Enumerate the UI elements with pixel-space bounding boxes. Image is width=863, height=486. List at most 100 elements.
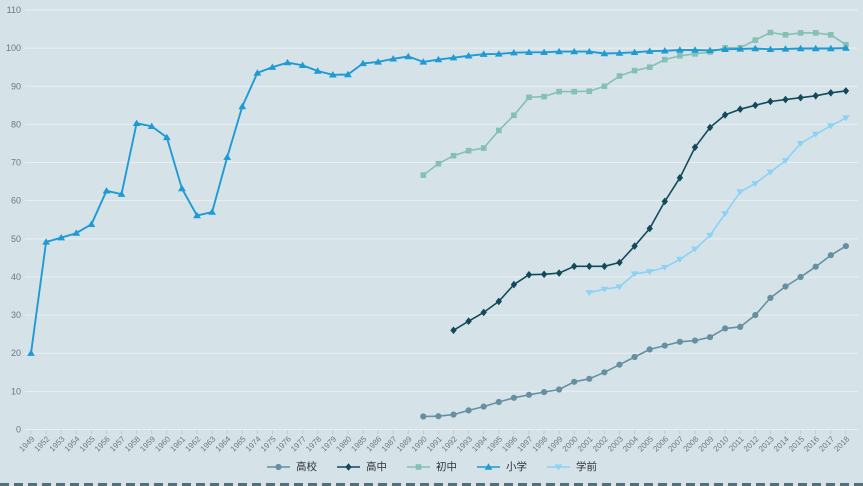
series-junior-secondary [420,29,849,178]
x-tick-label: 1954 [63,434,82,453]
data-point [555,269,563,277]
data-point [646,346,653,353]
y-tick-label: 60 [11,196,21,206]
data-point [465,317,472,325]
data-point [737,105,744,113]
data-point [450,411,457,418]
x-tick-label: 2011 [727,434,746,453]
data-point [631,353,638,361]
legend-item-junior-secondary[interactable]: 初中 [406,461,457,473]
data-point [826,44,835,52]
x-tick-label: 2002 [591,434,610,453]
legend-item-senior-secondary[interactable]: 高中 [336,461,387,473]
data-point [797,273,804,281]
data-point [510,49,518,56]
senior-secondary-markers [450,87,850,335]
y-tick-label: 20 [11,348,21,358]
data-point [496,127,502,134]
y-tick-label: 70 [11,158,21,168]
x-tick-label: 1957 [108,434,127,453]
primary-markers [27,44,850,356]
x-tick-label: 2004 [621,434,640,453]
data-point [812,263,819,270]
data-point [781,158,790,164]
data-point [752,37,759,43]
data-point [541,389,548,396]
legend-item-higher-education[interactable]: 高校 [266,461,317,473]
data-point [540,48,548,55]
x-tick-label: 1993 [455,434,474,453]
x-tick-label: 2000 [561,434,580,453]
preschool-line [588,117,847,294]
x-tick-label: 1997 [515,434,534,453]
data-point [615,284,624,291]
data-point [434,55,443,63]
legend-label: 高中 [366,461,387,473]
data-point [585,47,594,55]
x-tick-label: 2012 [742,434,761,453]
data-point [691,337,699,344]
x-tick-label: 1976 [274,434,293,453]
preschool-markers [585,115,850,296]
data-point [691,46,699,53]
data-point [616,73,623,79]
y-tick-label: 100 [6,43,21,53]
data-point [796,141,805,147]
x-tick-label: 1964 [214,434,233,453]
x-tick-label: 1985 [349,434,368,453]
data-point [736,189,745,196]
data-point [420,413,427,420]
data-point [706,46,714,54]
data-point [736,45,745,52]
data-point [132,119,141,126]
data-point [600,286,609,293]
x-tick-label: 1949 [17,434,36,453]
data-point [571,378,578,385]
data-point [615,49,624,56]
x-tick-label: 1978 [304,434,323,453]
data-point [796,44,805,52]
data-point [465,147,472,154]
data-point [722,325,729,332]
y-tick-label: 0 [16,425,21,435]
x-tick-label: 1994 [470,434,489,453]
data-point [752,101,759,110]
x-tick-label: 1952 [33,434,52,453]
x-tick-label: 1991 [425,434,444,453]
data-point [646,224,653,233]
data-point [480,308,487,317]
data-point [616,361,623,368]
junior-secondary-legend-marker-icon [407,464,430,470]
x-tick-label: 1998 [531,434,550,453]
data-point [827,89,834,97]
x-tick-label: 1956 [93,434,112,453]
data-point [676,338,684,345]
data-point [253,69,262,76]
data-point [812,30,819,36]
data-point [525,48,533,55]
legend-label: 高校 [296,461,317,473]
x-tick-label: 2010 [712,434,731,453]
legend-item-preschool[interactable]: 学前 [546,461,597,473]
series-senior-secondary [450,87,850,335]
data-point [223,153,232,160]
y-tick-label: 10 [11,386,21,396]
data-point [268,63,277,70]
data-point [450,326,457,335]
data-point [494,50,503,57]
x-tick-label: 1979 [319,434,338,453]
data-point [480,403,487,410]
x-tick-label: 2017 [817,434,836,453]
data-point [344,70,352,78]
data-point [691,246,699,253]
x-tick-label: 1955 [78,434,97,453]
legend-item-primary[interactable]: 小学 [476,461,527,473]
data-point [661,342,668,349]
data-point [238,102,247,110]
data-point [525,270,533,279]
x-tick-label: 1959 [138,434,157,453]
data-point [511,112,517,119]
x-tick-label: 2007 [666,434,685,453]
x-tick-label: 1961 [168,434,187,453]
data-point [586,375,593,382]
